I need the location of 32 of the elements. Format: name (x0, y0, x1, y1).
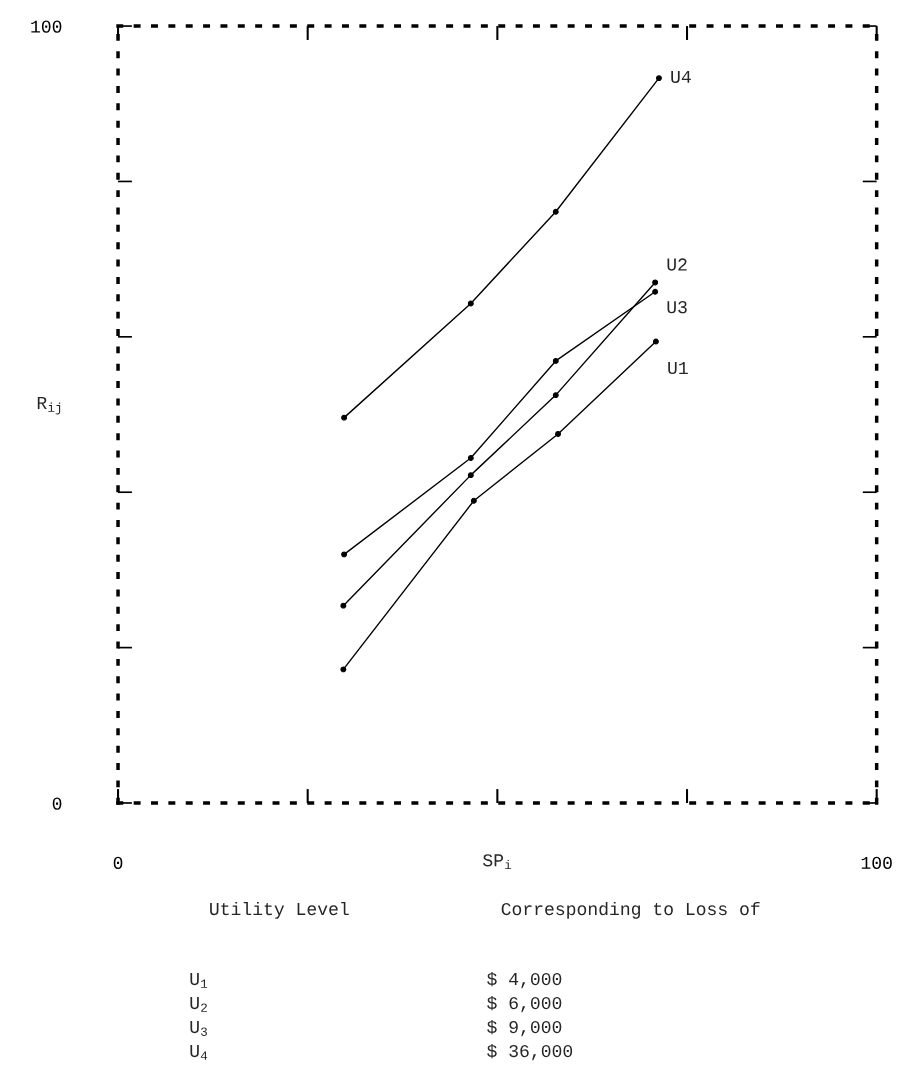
point (340, 666, 347, 673)
point (470, 497, 477, 504)
point (652, 288, 659, 295)
text: Corresponding to Loss of (501, 901, 760, 919)
text: U$_{1}$ (190, 973, 208, 988)
point (467, 472, 474, 479)
point (552, 208, 559, 215)
text: U$_{3}$ (190, 1021, 207, 1036)
y-axis-title: R$_{ij}$ (37, 397, 61, 415)
x-axis-title: SP$_{i}$ (483, 854, 512, 870)
series-label: U3 (667, 301, 687, 314)
text: $ 4,000 (487, 971, 562, 989)
point (467, 455, 474, 461)
text: U$_{2}$ (190, 997, 207, 1012)
point (555, 431, 561, 437)
point (552, 392, 559, 399)
point (652, 338, 659, 345)
point (552, 357, 559, 364)
point (652, 279, 659, 286)
series-label: U1 (668, 362, 688, 375)
point (341, 414, 348, 421)
point (341, 551, 348, 558)
text: U$_{4}$ (190, 1045, 208, 1060)
text: $ 6,000 (487, 995, 562, 1013)
point (467, 300, 474, 307)
point (655, 75, 662, 82)
series-label: U2 (667, 258, 687, 271)
series-label: U4 (671, 70, 691, 83)
point (340, 602, 347, 609)
text: Utility Level (210, 901, 349, 919)
text: $ 36,000 (487, 1043, 573, 1061)
text: $ 9,000 (487, 1019, 562, 1037)
